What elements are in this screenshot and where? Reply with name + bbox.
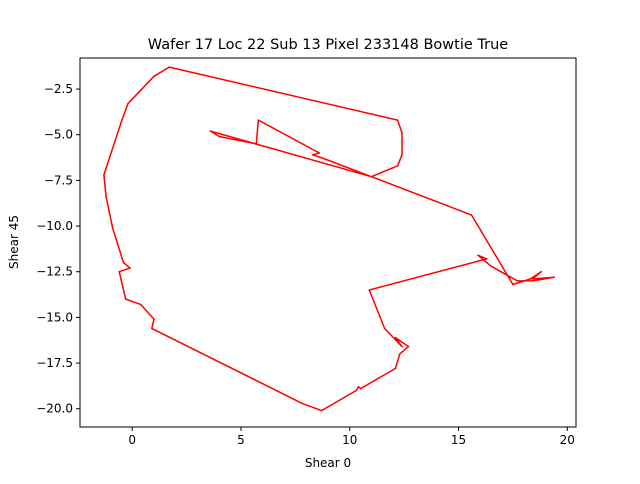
data-point	[490, 265, 493, 268]
y-axis-ticks: −2.5 −5.0 −7.5 −10.0 −12.5 −15.0 −17.5 −20.0	[36, 82, 80, 416]
data-point	[512, 283, 514, 286]
y-tick-label: −15.0	[36, 310, 73, 324]
data-point	[368, 289, 371, 291]
data-point	[257, 119, 260, 121]
data-point	[218, 135, 220, 138]
data-point	[401, 154, 403, 156]
data-point	[111, 227, 114, 229]
data-point	[540, 270, 542, 273]
x-tick-label: 15	[451, 433, 466, 447]
x-axis-label: Shear 0	[305, 456, 351, 470]
data-point	[122, 261, 125, 264]
y-tick-label: −5.0	[44, 128, 73, 142]
data-point	[359, 387, 362, 390]
data-point	[399, 353, 401, 355]
data-point	[396, 165, 399, 167]
data-point	[129, 267, 131, 269]
x-tick-label: 10	[342, 433, 357, 447]
data-point	[355, 389, 358, 392]
y-tick-label: −10.0	[36, 219, 73, 233]
data-point	[209, 130, 212, 132]
y-axis-label: Shear 45	[7, 215, 21, 269]
data-point	[168, 66, 170, 68]
data-point	[529, 278, 532, 280]
data-point	[483, 260, 486, 262]
data-point	[531, 278, 534, 280]
data-point	[153, 75, 155, 78]
data-point	[322, 157, 325, 160]
data-point	[120, 121, 123, 123]
data-point	[301, 402, 303, 405]
data-point	[140, 303, 142, 306]
x-tick-label: 5	[237, 433, 245, 447]
y-tick-label: −20.0	[36, 402, 73, 416]
data-point	[320, 409, 323, 412]
data-point	[153, 318, 155, 321]
data-point	[394, 367, 397, 370]
data-point	[531, 280, 534, 282]
data-point	[370, 175, 373, 178]
data-point	[312, 154, 314, 156]
data-point	[103, 174, 105, 176]
data-point	[357, 386, 360, 388]
data-point	[118, 270, 120, 273]
data-point	[105, 196, 107, 198]
data-point	[127, 102, 129, 105]
plot-layer	[103, 66, 555, 412]
data-point	[509, 276, 512, 279]
data-point	[407, 345, 410, 348]
y-tick-label: −12.5	[36, 265, 73, 279]
x-tick-label: 0	[128, 433, 136, 447]
data-point	[318, 152, 321, 154]
y-tick-label: −7.5	[44, 173, 73, 187]
data-point	[255, 143, 257, 145]
data-point	[124, 298, 127, 300]
data-point	[516, 280, 519, 282]
data-point	[394, 336, 397, 339]
y-tick-label: −2.5	[44, 82, 73, 96]
data-point	[470, 214, 473, 216]
data-point	[553, 276, 555, 279]
data-point	[477, 254, 479, 257]
data-point	[401, 345, 403, 348]
data-point	[401, 132, 403, 134]
x-axis-ticks: 0 5 10 15 20	[128, 427, 575, 447]
y-tick-label: −17.5	[36, 356, 73, 370]
data-point	[486, 258, 488, 260]
data-point	[151, 327, 153, 330]
x-tick-label: 20	[560, 433, 575, 447]
axes-frame	[79, 57, 577, 428]
data-point	[396, 119, 399, 121]
chart-title: Wafer 17 Loc 22 Sub 13 Pixel 233148 Bowt…	[148, 37, 508, 53]
data-point	[383, 327, 386, 330]
